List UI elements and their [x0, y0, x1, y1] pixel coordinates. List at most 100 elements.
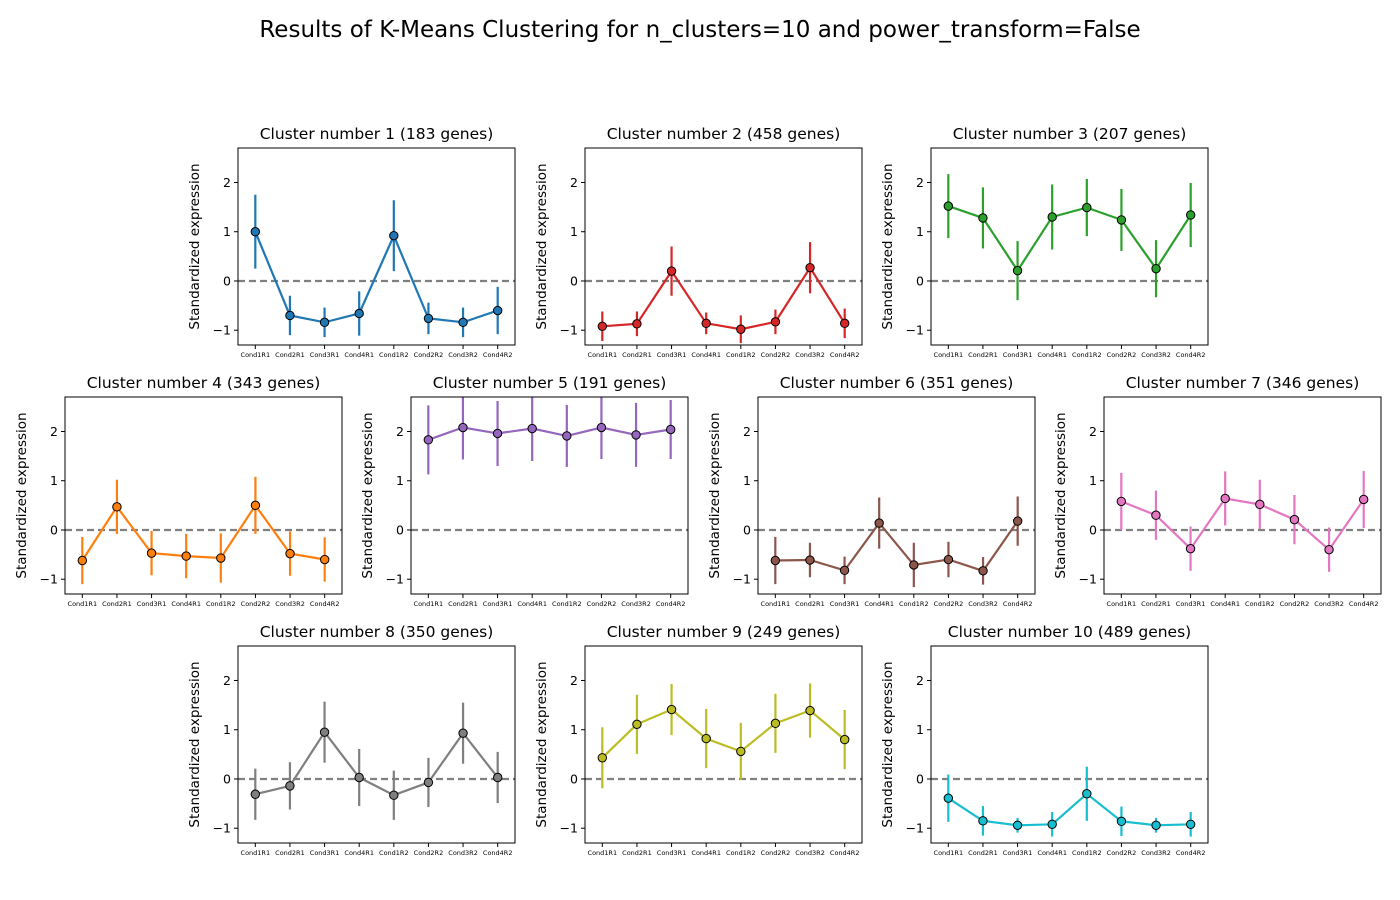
x-tick-label: Cond1R1	[588, 849, 618, 857]
data-point	[839, 565, 850, 576]
data-point	[250, 789, 261, 799]
x-tick-label: Cond2R1	[275, 849, 305, 857]
data-point	[285, 781, 295, 791]
series-group	[250, 701, 503, 820]
data-point	[666, 704, 677, 715]
data-point	[839, 734, 850, 745]
series-group	[597, 242, 850, 344]
x-tick-label: Cond4R2	[1176, 351, 1206, 359]
x-tick-label: Cond3R1	[310, 351, 340, 359]
data-point	[770, 718, 781, 729]
x-tick-label: Cond3R2	[1141, 849, 1171, 857]
y-tick-label: 1	[570, 722, 578, 737]
data-point	[1082, 789, 1092, 799]
data-point	[1012, 516, 1023, 526]
data-point	[319, 554, 330, 565]
y-tick-label: 2	[223, 673, 231, 688]
y-axis-label: Standardized expression	[880, 163, 896, 329]
x-tick-label: Cond2R2	[934, 600, 964, 608]
data-point	[1151, 820, 1161, 830]
y-tick-label: −1	[213, 821, 231, 836]
x-tick-label: Cond3R1	[310, 849, 340, 857]
series-line	[601, 708, 846, 759]
y-axis-label: Standardized expression	[534, 163, 550, 329]
x-tick-label: Cond3R2	[275, 600, 305, 608]
y-tick-label: −1	[386, 572, 404, 587]
data-point	[909, 560, 919, 570]
data-point	[805, 705, 815, 716]
data-point	[458, 728, 468, 738]
x-tick-label: Cond2R2	[414, 351, 444, 359]
y-tick-label: 1	[50, 473, 58, 488]
x-tick-label: Cond3R2	[1141, 351, 1171, 359]
y-tick-label: 1	[223, 224, 231, 239]
x-tick-label: Cond4R2	[310, 600, 340, 608]
x-tick-label: Cond3R2	[621, 600, 651, 608]
series-line	[254, 231, 499, 324]
y-axis-label: Standardized expression	[880, 661, 896, 827]
y-tick-label: 0	[743, 522, 751, 537]
y-tick-label: −1	[906, 821, 924, 836]
y-tick-label: −1	[560, 821, 578, 836]
x-tick-label: Cond2R1	[448, 600, 478, 608]
axes-frame	[1103, 396, 1382, 595]
data-point	[423, 313, 434, 324]
data-point	[1151, 510, 1161, 520]
y-tick-label: 0	[916, 771, 924, 786]
data-point	[631, 430, 641, 440]
y-tick-label: 2	[916, 175, 924, 190]
data-point	[492, 305, 503, 316]
x-tick-label: Cond2R1	[275, 351, 305, 359]
data-point	[1012, 265, 1023, 276]
x-tick-label: Cond4R1	[1037, 849, 1067, 857]
data-point	[112, 502, 122, 512]
x-tick-label: Cond1R2	[726, 849, 756, 857]
data-point	[736, 324, 746, 334]
data-point	[458, 317, 468, 328]
x-tick-label: Cond4R1	[171, 600, 201, 608]
data-point	[978, 213, 988, 223]
y-tick-label: 2	[916, 673, 924, 688]
data-point	[458, 422, 468, 433]
series-group	[770, 496, 1023, 588]
series-line	[427, 426, 671, 441]
data-point	[1358, 494, 1369, 505]
data-point	[805, 555, 815, 565]
subplot-cluster-5: Cluster number 5 (191 genes) −1 0 1 2 Cond1R1…	[360, 374, 689, 608]
y-tick-label: 0	[223, 273, 231, 288]
data-point	[597, 321, 608, 331]
x-tick-label: Cond4R2	[1349, 600, 1379, 608]
axes-frame	[930, 147, 1209, 346]
data-point	[423, 777, 434, 788]
y-axis-label: Standardized expression	[360, 412, 376, 578]
series-group	[423, 397, 676, 475]
y-tick-label: 2	[1089, 424, 1097, 439]
subplot-cluster-3: Cluster number 3 (207 genes) −1 0 1 2 Cond1R1…	[880, 125, 1209, 359]
y-tick-label: 0	[570, 273, 578, 288]
y-tick-label: 0	[916, 273, 924, 288]
data-point	[354, 772, 364, 783]
data-point	[1082, 202, 1092, 213]
series-group	[943, 174, 1196, 301]
subplot-title: Cluster number 6 (351 genes)	[780, 374, 1014, 392]
data-point	[146, 548, 157, 558]
y-axis-label: Standardized expression	[534, 661, 550, 827]
x-tick-label: Cond1R2	[1072, 351, 1102, 359]
series-line	[947, 205, 1192, 273]
data-point	[770, 317, 781, 327]
x-tick-label: Cond2R2	[241, 600, 271, 608]
y-axis-label: Standardized expression	[187, 661, 203, 827]
x-tick-label: Cond3R1	[1003, 351, 1033, 359]
y-tick-label: −1	[1079, 572, 1097, 587]
x-tick-label: Cond2R2	[1107, 351, 1137, 359]
subplot-cluster-8: Cluster number 8 (350 genes) −1 0 1 2 Cond1R1…	[187, 623, 516, 857]
data-point	[596, 422, 607, 433]
data-point	[389, 230, 399, 241]
y-tick-label: 1	[396, 473, 404, 488]
x-tick-label: Cond4R1	[344, 351, 374, 359]
y-tick-label: 1	[1089, 473, 1097, 488]
y-tick-label: 2	[50, 424, 58, 439]
x-tick-label: Cond3R1	[657, 849, 687, 857]
x-tick-label: Cond1R2	[1072, 849, 1102, 857]
series-line	[602, 265, 846, 331]
